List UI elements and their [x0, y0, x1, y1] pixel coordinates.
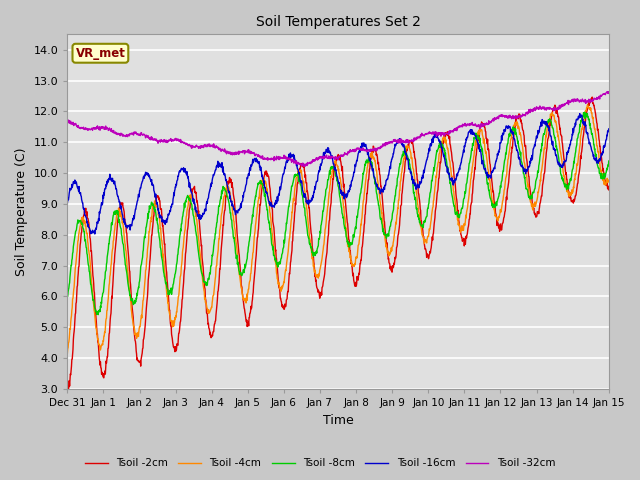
Tsoil -4cm: [493, 215, 500, 220]
Tsoil -4cm: [605, 177, 612, 183]
Line: Tsoil -16cm: Tsoil -16cm: [67, 114, 609, 234]
Tsoil -8cm: [493, 199, 501, 205]
Title: Soil Temperatures Set 2: Soil Temperatures Set 2: [255, 15, 420, 29]
Line: Tsoil -32cm: Tsoil -32cm: [67, 92, 609, 166]
Tsoil -4cm: [422, 239, 429, 244]
Tsoil -2cm: [493, 214, 500, 220]
X-axis label: Time: Time: [323, 414, 353, 427]
Tsoil -32cm: [63, 119, 71, 125]
Tsoil -32cm: [422, 131, 430, 137]
Tsoil -8cm: [541, 129, 548, 135]
Tsoil -2cm: [605, 187, 612, 193]
Tsoil -16cm: [91, 231, 99, 237]
Tsoil -4cm: [171, 319, 179, 325]
Tsoil -16cm: [63, 201, 71, 206]
Tsoil -4cm: [184, 204, 191, 210]
Tsoil -32cm: [244, 150, 252, 156]
Tsoil -4cm: [244, 286, 252, 292]
Tsoil -4cm: [63, 351, 71, 357]
Tsoil -8cm: [184, 195, 192, 201]
Tsoil -16cm: [184, 174, 192, 180]
Line: Tsoil -8cm: Tsoil -8cm: [67, 112, 609, 315]
Tsoil -2cm: [541, 170, 548, 176]
Tsoil -4cm: [541, 145, 548, 151]
Tsoil -16cm: [171, 187, 179, 192]
Tsoil -8cm: [94, 312, 102, 318]
Y-axis label: Soil Temperature (C): Soil Temperature (C): [15, 147, 28, 276]
Tsoil -8cm: [63, 294, 71, 300]
Legend: Tsoil -2cm, Tsoil -4cm, Tsoil -8cm, Tsoil -16cm, Tsoil -32cm: Tsoil -2cm, Tsoil -4cm, Tsoil -8cm, Tsoi…: [81, 454, 559, 472]
Tsoil -16cm: [541, 121, 548, 127]
Tsoil -32cm: [184, 142, 191, 148]
Tsoil -32cm: [171, 136, 179, 142]
Tsoil -16cm: [576, 111, 584, 117]
Tsoil -16cm: [245, 171, 253, 177]
Tsoil -2cm: [63, 388, 71, 394]
Line: Tsoil -4cm: Tsoil -4cm: [67, 105, 609, 354]
Tsoil -2cm: [171, 347, 179, 352]
Tsoil -2cm: [588, 94, 596, 100]
Tsoil -16cm: [422, 158, 430, 164]
Tsoil -2cm: [244, 319, 252, 325]
Tsoil -32cm: [493, 116, 501, 121]
Text: VR_met: VR_met: [76, 47, 125, 60]
Tsoil -32cm: [605, 89, 612, 95]
Tsoil -16cm: [605, 126, 612, 132]
Tsoil -2cm: [422, 247, 429, 253]
Tsoil -8cm: [245, 243, 253, 249]
Tsoil -8cm: [171, 272, 179, 277]
Tsoil -32cm: [541, 107, 548, 113]
Tsoil -32cm: [605, 89, 612, 95]
Tsoil -8cm: [422, 214, 430, 220]
Tsoil -32cm: [301, 163, 309, 169]
Tsoil -4cm: [584, 102, 591, 108]
Tsoil -8cm: [581, 109, 589, 115]
Tsoil -2cm: [184, 226, 191, 232]
Tsoil -16cm: [493, 156, 501, 161]
Tsoil -8cm: [605, 158, 612, 164]
Line: Tsoil -2cm: Tsoil -2cm: [67, 97, 609, 391]
